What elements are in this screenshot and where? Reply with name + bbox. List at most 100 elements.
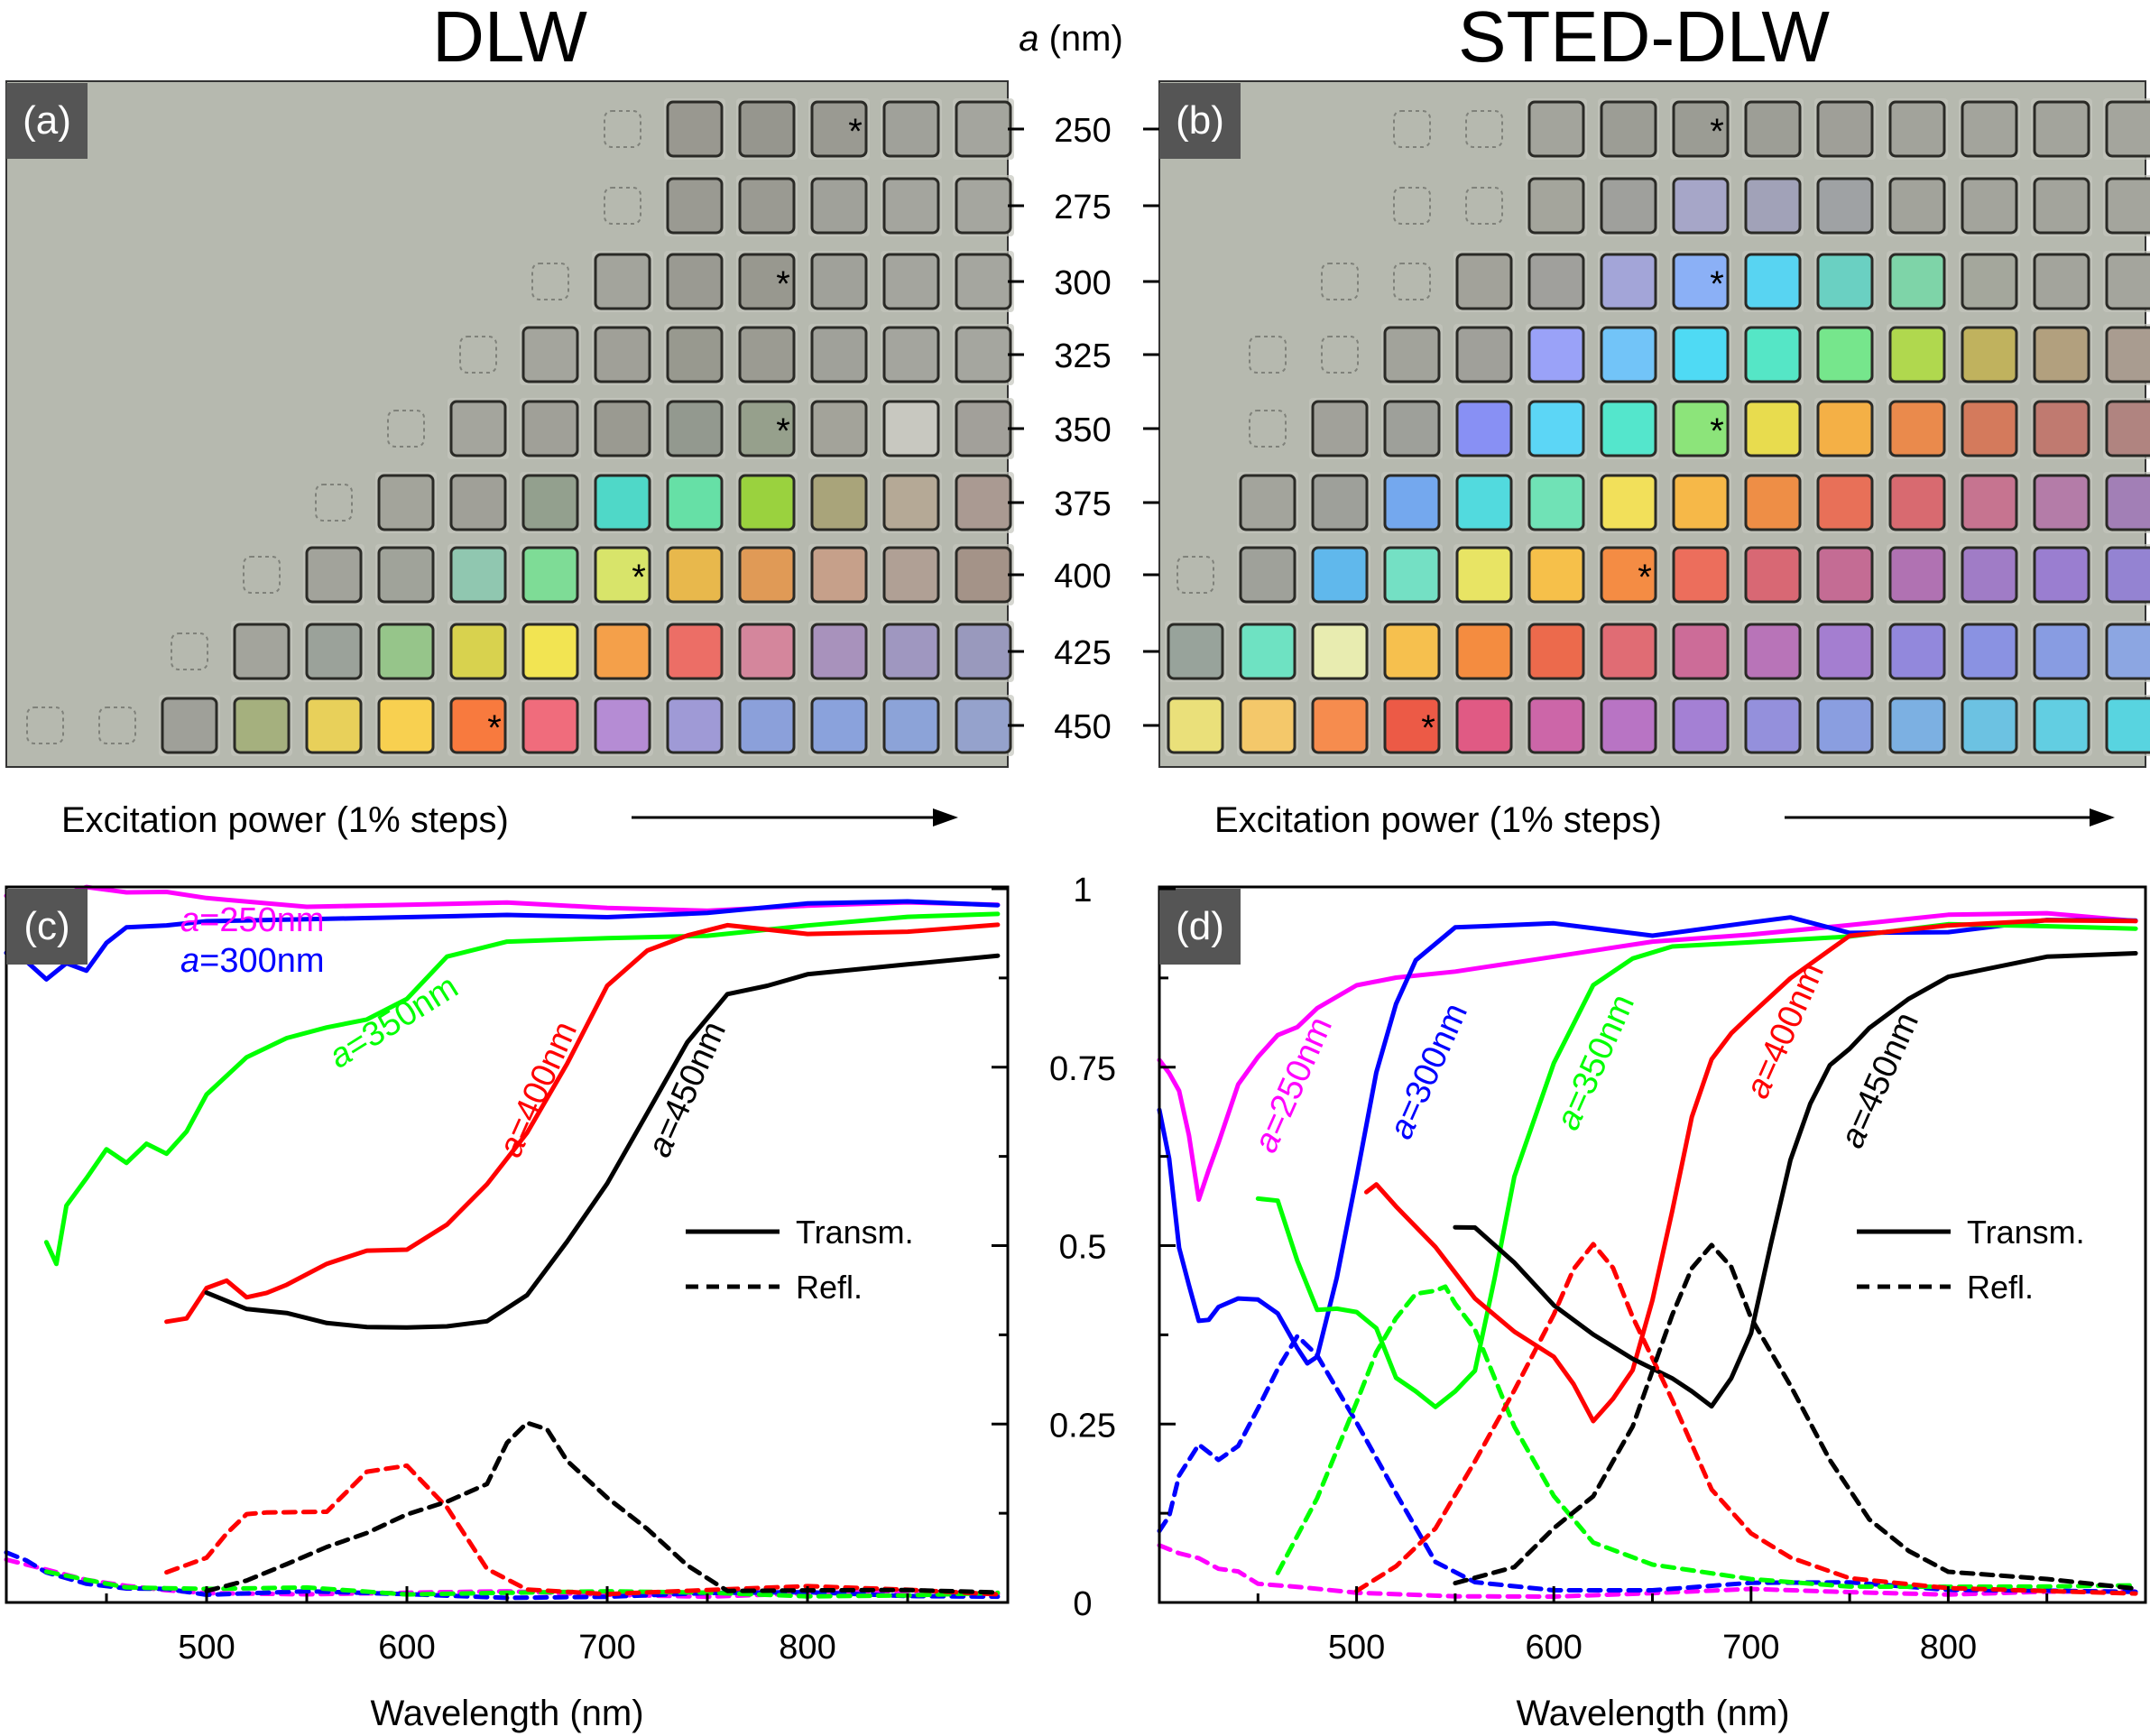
structure-cell [1961,326,2018,383]
structure-cell [2033,474,2090,531]
faint-structure [171,633,208,670]
structure-cell [1527,474,1585,531]
curve-label: a=250nm [180,901,325,939]
structure-cell [2033,177,2090,235]
plot-c-ticks: 500 600 700 800 [105,1586,909,1667]
plot-d-curves [1157,910,2138,1599]
structure-cell [1961,400,2018,457]
structure-cell [882,474,940,531]
y-tick-label: 0.5 [1059,1229,1107,1267]
structure-cell [2105,326,2150,383]
excitation-label-left: Excitation power (1% steps) [61,800,509,840]
structure-cell [1816,697,1874,754]
structure-cell [1527,623,1585,680]
structure-cell [738,326,796,383]
marked-structure-asterisk: * [776,411,790,451]
structure-cell [1600,400,1657,457]
transmission-curve [43,911,1001,1267]
structure-cell [594,253,651,310]
structure-cell [955,546,1012,604]
structure-cell [1239,697,1296,754]
structure-cell [1455,400,1513,457]
structure-cell [1744,177,1802,235]
plot-d-ticks: 500 600 700 800 [1256,1586,2049,1667]
structure-cell [1383,400,1441,457]
excitation-label-right: Excitation power (1% steps) [1214,800,1662,840]
structure-cell [1311,697,1369,754]
transmission-curve [4,884,1001,913]
transmission-curve [1157,910,2138,1202]
structure-cell [377,623,435,680]
faint-structure [459,336,497,374]
curve-label-rest: =400nm [1746,957,1832,1087]
transmission-curve [4,899,1001,982]
x-tick-label: 500 [1328,1629,1385,1667]
structure-cell [1527,177,1585,235]
shared-y-axis: 0 0.25 0.5 0.75 1 [992,872,1176,1623]
structure-cell [233,623,291,680]
plot-d: 500 600 700 800 a=250nm a=300nm a=350nm a=400n… [1157,885,2147,1733]
structure-cell [2105,474,2150,531]
panel-a-label-box [6,83,88,159]
curve-label-rest: =450nm [648,1016,734,1146]
structure-cell [1527,546,1585,604]
lattice-constant-label: 350 [1054,411,1111,449]
structure-cell [1744,100,1802,158]
panel-b-label: (b) [1176,98,1224,143]
structure-cell [1888,623,1946,680]
structure-cell [1816,253,1874,310]
structure-cell [2033,546,2090,604]
structure-cell [738,546,796,604]
curve-label-rest: =300nm [199,942,324,980]
structure-cell [1672,546,1730,604]
structure-cell [1383,623,1441,680]
heading-sted-dlw: STED-DLW [1458,0,1830,77]
structure-cell [233,697,291,754]
structure-cell [1600,253,1657,310]
structure-cell [882,177,940,235]
structure-cell [2105,400,2150,457]
structure-cell [1744,253,1802,310]
x-tick-label: 700 [1722,1629,1779,1667]
structure-cell [1816,100,1874,158]
lattice-constant-label: 400 [1054,558,1111,596]
structure-cell [1383,326,1441,383]
marked-structure-asterisk: * [632,558,646,597]
lattice-constant-labels: 250 275 300 325 350 375 400 425 450 [1008,112,1159,746]
structure-cell [810,546,868,604]
structure-cell [2105,697,2150,754]
faint-structure [604,187,641,225]
structure-cell [1672,253,1730,310]
structure-cell [882,253,940,310]
structure-cell [1455,546,1513,604]
reflection-curve [204,1420,1001,1595]
plot-d-legend-solid: Transm. [1967,1214,2085,1251]
structure-cell [738,623,796,680]
faint-structure [243,556,281,594]
excitation-arrowhead-left [933,808,958,826]
structure-cell [1888,100,1946,158]
structure-cell [521,546,579,604]
curve-label: a=400nm [1739,957,1832,1104]
marked-structure-asterisk: * [1638,558,1652,597]
structure-cell [1311,400,1369,457]
plot-c-legend-solid: Transm. [796,1214,914,1251]
structure-cell [521,400,579,457]
marked-structure-asterisk: * [1421,708,1435,748]
structure-cell [810,697,868,754]
structure-cell [377,474,435,531]
structure-cell [2105,546,2150,604]
structure-cell [449,474,507,531]
structure-cell [1744,697,1802,754]
structure-cell [955,253,1012,310]
structure-cell [1527,326,1585,383]
structure-cell [810,253,868,310]
lattice-constant-label: 325 [1054,337,1111,375]
structure-cell [666,100,724,158]
structure-cell [955,326,1012,383]
structure-cell [1383,474,1441,531]
structure-cell [1744,326,1802,383]
x-tick-label: 800 [1920,1629,1977,1667]
structure-cell [810,326,868,383]
x-tick-label: 500 [178,1629,235,1667]
